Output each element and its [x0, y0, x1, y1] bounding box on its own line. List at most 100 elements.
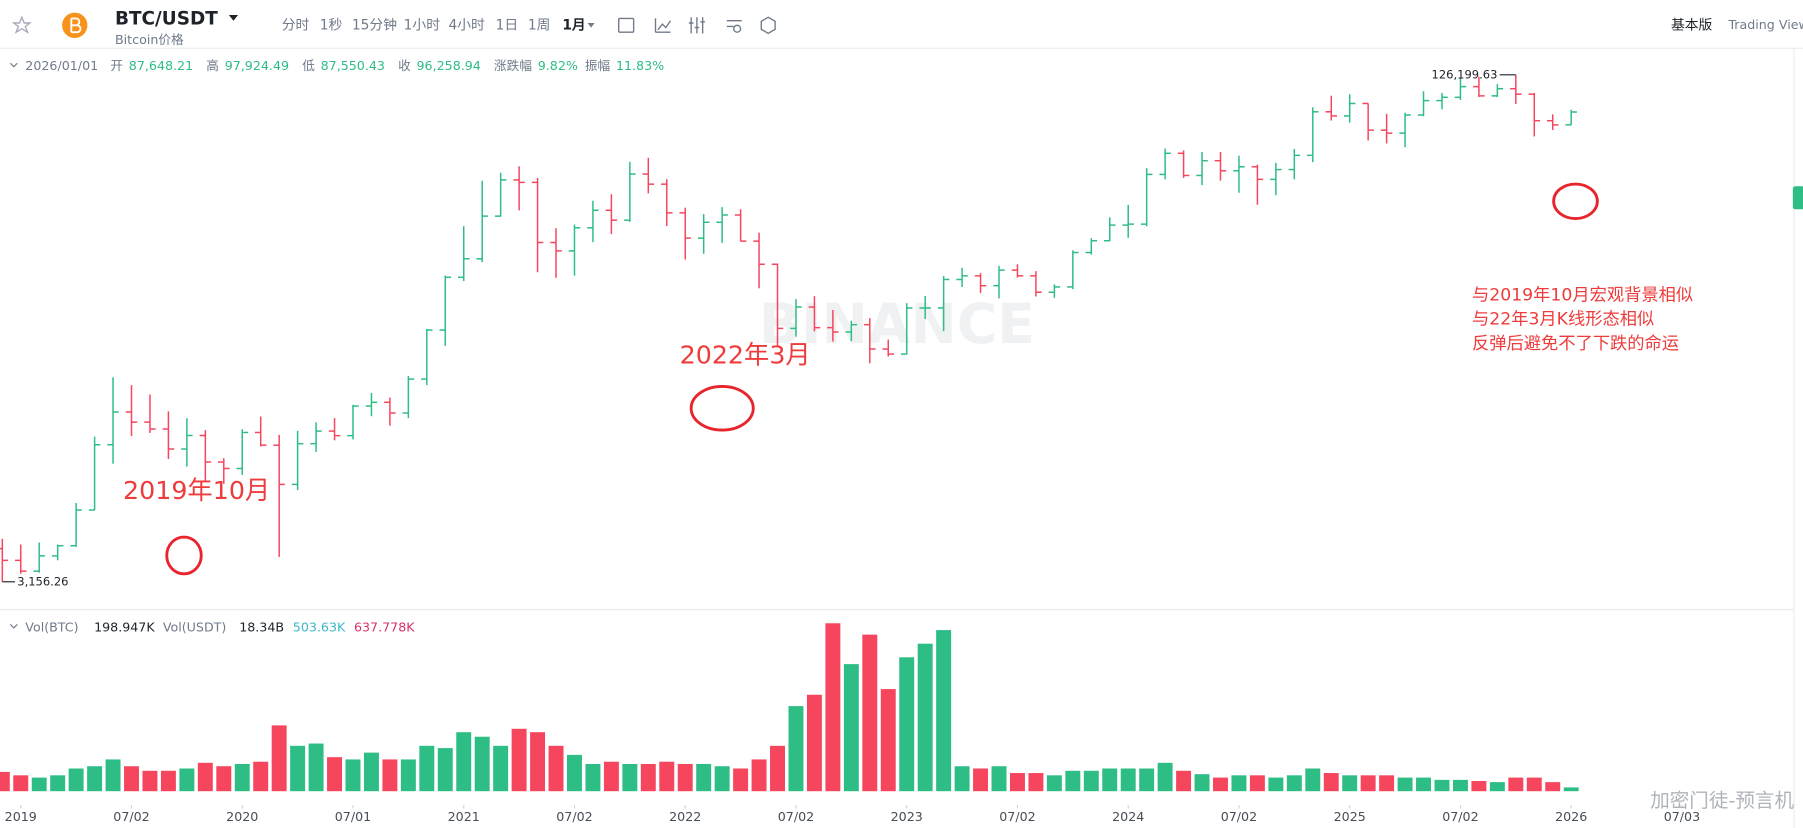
- coin-glyph: [70, 17, 82, 34]
- timeframe-tab[interactable]: 15分钟: [352, 16, 397, 33]
- info-value: 9.82%: [538, 58, 578, 73]
- volume-bar: [511, 728, 527, 792]
- timeframe-tab[interactable]: 1小时: [404, 17, 441, 33]
- volume-bar: [216, 766, 232, 792]
- indicator-icon[interactable]: [654, 18, 672, 33]
- timeframe-tab[interactable]: 1周: [528, 17, 551, 33]
- last-price-tag: [1792, 186, 1803, 210]
- volume-bar: [640, 763, 656, 792]
- credit: 加密门徒-预言机: [1650, 789, 1794, 812]
- volume-bar: [1139, 768, 1155, 792]
- volume-bar: [419, 745, 435, 792]
- x-tick-label: 07/02: [1442, 809, 1478, 824]
- info-value: 11.83%: [616, 58, 664, 73]
- volume-bar: [1416, 777, 1432, 792]
- info-value: 87,550.43: [321, 58, 385, 73]
- volume-bar: [1508, 777, 1524, 792]
- highlight-circle: [689, 384, 755, 432]
- annotation: 反弹后避免不了下跌的命运: [1472, 334, 1679, 354]
- volume-bar: [1323, 773, 1339, 792]
- volume-bar: [1176, 770, 1192, 792]
- volume-bar: [677, 763, 693, 792]
- x-tick-label: 2023: [891, 809, 923, 824]
- volume-bar: [733, 768, 749, 792]
- timeframe-tab[interactable]: 分时: [282, 17, 310, 33]
- volume-bar: [124, 766, 139, 792]
- volume-bar: [1286, 775, 1302, 792]
- info-value: 87,648.21: [129, 58, 193, 73]
- volume-bar: [806, 694, 822, 792]
- volume-bar: [1489, 782, 1505, 792]
- volume-bar: [160, 770, 176, 792]
- symbol[interactable]: BTC/USDT: [115, 9, 218, 30]
- volume-bar: [179, 768, 195, 792]
- annotation: 2019年10月: [123, 476, 270, 505]
- x-tick-label: 2022: [669, 809, 701, 824]
- symbol-dropdown[interactable]: [228, 14, 239, 21]
- volume-bar: [567, 754, 582, 792]
- volume-bar: [862, 634, 878, 792]
- volume-bar: [880, 689, 896, 792]
- highlight-circle: [165, 535, 203, 576]
- volume-bar: [770, 745, 785, 792]
- timeframe-tab[interactable]: 4小时: [449, 17, 486, 33]
- volume-legend: Vol(BTC) 198.947K Vol(USDT) 18.34B 503.63K 63…: [25, 619, 415, 634]
- favorite-star[interactable]: [11, 15, 32, 34]
- info-label: 低: [302, 58, 315, 73]
- collapse-arrow[interactable]: [9, 624, 18, 629]
- symbol-subtitle[interactable]: Bitcoin价格: [115, 32, 184, 47]
- volume-bar: [548, 745, 564, 792]
- x-tick-label: 07/02: [999, 809, 1035, 824]
- volume-bar: [530, 732, 546, 792]
- timeframe-tab[interactable]: 1月: [562, 17, 585, 33]
- volume-bar: [271, 725, 287, 792]
- x-tick-label: 2020: [226, 809, 258, 824]
- info-date: 2026/01/01: [25, 58, 98, 73]
- volume-bar: [899, 657, 915, 792]
- x-tick-label: 07/03: [1664, 809, 1700, 824]
- volume-bar: [1268, 777, 1284, 792]
- x-tick-label: 2025: [1334, 809, 1366, 824]
- info-label: 收: [398, 58, 411, 73]
- volume-bar: [1083, 770, 1099, 792]
- timeframe-dropdown[interactable]: [587, 23, 595, 28]
- volume-bar: [1471, 780, 1487, 792]
- volume-bar: [363, 752, 379, 792]
- max-label: 126,199.63: [1432, 67, 1498, 81]
- calendar-icon[interactable]: [618, 17, 635, 33]
- min-label: 3,156.26: [17, 574, 68, 588]
- volume-bar: [197, 762, 213, 792]
- mode-basic[interactable]: 基本版: [1671, 16, 1713, 33]
- volume-bar: [87, 766, 103, 792]
- mode-tradingview[interactable]: Trading View: [1727, 17, 1803, 32]
- volume-legend-item: Vol(BTC): [25, 619, 78, 634]
- timeframe-tab[interactable]: 1日: [496, 17, 519, 33]
- volume-bar: [1194, 774, 1210, 792]
- volume-bar: [936, 630, 952, 792]
- ohlc-info: 2026/01/01 开 87,648.21 高 97,924.49 低 87,550.43…: [25, 58, 664, 73]
- volume-bar: [234, 763, 250, 792]
- annotation: 与22年3月K线形态相似: [1472, 310, 1654, 330]
- x-tick-label: 07/02: [778, 809, 814, 824]
- info-label: 开: [110, 58, 123, 73]
- settings-icon[interactable]: [760, 16, 776, 35]
- layout-icon-dot[interactable]: [733, 24, 742, 33]
- volume-bar: [1379, 775, 1395, 792]
- timeframe-tab[interactable]: 1秒: [320, 17, 343, 33]
- annotation: 2022年3月: [680, 341, 811, 370]
- timeframe-tabs: 分时 1秒 15分钟 1小时 4小时 1日 1周 1月: [282, 16, 595, 33]
- volume-bar: [1120, 768, 1136, 792]
- layout-icon[interactable]: [726, 20, 742, 28]
- collapse-arrow[interactable]: [9, 62, 18, 68]
- tool-icons: [618, 16, 776, 35]
- volume-bar: [345, 759, 361, 792]
- volume-bar: [714, 766, 730, 792]
- volume-legend-item: 637.778K: [354, 619, 415, 634]
- ohlc-icon[interactable]: [688, 17, 705, 34]
- volume-bar: [1452, 779, 1468, 792]
- info-label: 振幅: [585, 58, 611, 73]
- volume-bar: [751, 759, 767, 792]
- volume-bar: [1009, 773, 1025, 792]
- volume-bar: [622, 763, 638, 792]
